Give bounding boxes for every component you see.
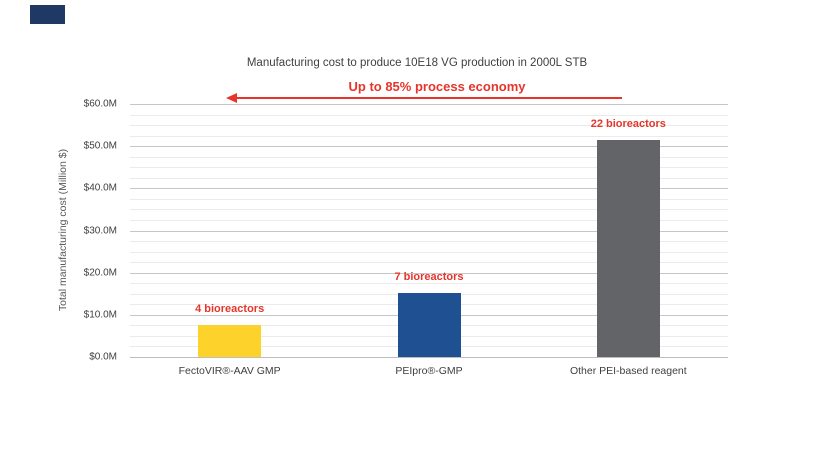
y-tick-label: $50.0M: [83, 140, 117, 152]
minor-gridline: [130, 262, 728, 264]
bar-3: [596, 139, 660, 357]
minor-gridline: [130, 198, 728, 200]
y-tick-label: $30.0M: [83, 225, 117, 236]
minor-gridline: [130, 251, 728, 253]
x-category-label: Other PEI-based reagent: [569, 365, 687, 377]
major-gridline: [130, 146, 728, 148]
bar-count-label: 22 bioreactors: [590, 117, 666, 130]
corner-accent-block: [30, 5, 65, 24]
y-tick-label: $0.0M: [89, 351, 117, 363]
bar-count-label: 4 bioreactors: [195, 302, 265, 315]
minor-gridline: [130, 177, 728, 179]
bar-1: [198, 324, 262, 357]
major-gridline: [130, 272, 728, 274]
x-category-label: PEIpro®-GMP: [395, 365, 463, 377]
y-tick-label: $40.0M: [83, 182, 117, 194]
minor-gridline: [130, 283, 728, 285]
chart-title: Manufacturing cost to produce 10E18 VG p…: [246, 57, 588, 69]
minor-gridline: [130, 114, 728, 116]
x-axis-line: [130, 357, 728, 358]
minor-gridline: [130, 219, 728, 221]
plot-area: [130, 104, 728, 358]
bar-2: [397, 293, 461, 357]
y-tick-label: $10.0M: [83, 309, 117, 321]
bar-count-label: 7 bioreactors: [394, 271, 464, 284]
minor-gridline: [130, 167, 728, 169]
minor-gridline: [130, 241, 728, 243]
minor-gridline: [130, 156, 728, 158]
major-gridline: [130, 104, 728, 105]
economy-arrow-head-icon: [226, 93, 237, 103]
minor-gridline: [130, 209, 728, 211]
major-gridline: [130, 188, 728, 190]
minor-gridline: [130, 135, 728, 137]
x-category-label: FectoVIR®-AAV GMP: [178, 365, 281, 377]
y-tick-label: $60.0M: [83, 98, 117, 110]
minor-gridline: [130, 125, 728, 127]
y-tick-label: $20.0M: [83, 267, 117, 279]
economy-arrow-line: [235, 97, 622, 99]
process-economy-label: Up to 85% process economy: [348, 79, 526, 94]
major-gridline: [130, 230, 728, 232]
